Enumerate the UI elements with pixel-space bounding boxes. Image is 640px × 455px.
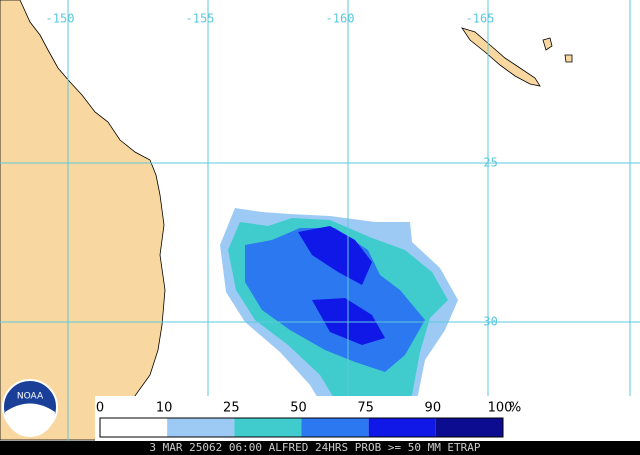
logo-wave: [5, 403, 55, 437]
prob-75: [298, 226, 372, 285]
lon-label: -155: [186, 12, 215, 26]
lat-label: -30: [476, 315, 498, 329]
colorbar-unit: %: [509, 401, 521, 416]
colorbar-tick-label: 10: [156, 401, 173, 416]
lon-label: -165: [466, 12, 495, 26]
colorbar-outline: [99, 417, 504, 438]
colorbar-tick-label: 50: [290, 401, 307, 416]
colorbar-tick-label: 100: [488, 401, 513, 416]
colorbar-tick-label: 90: [425, 401, 442, 416]
footer-bar: [0, 441, 640, 455]
island: [564, 54, 573, 63]
lat-label: -25: [476, 156, 498, 170]
colorbar-tick-label: 0: [96, 401, 104, 416]
lon-label: -150: [46, 12, 75, 26]
graticule: -150 -155 -160 -165 -25 -30: [0, 0, 640, 441]
colorbar-segment: [167, 418, 235, 437]
precip-field: [220, 208, 458, 418]
lon-label: -160: [326, 12, 355, 26]
colorbar: 0 10 25 50 75 90 100%: [96, 401, 521, 438]
colorbar-tick-label: 25: [223, 401, 240, 416]
colorbar-segment: [234, 418, 302, 437]
colorbar-segment: [368, 418, 436, 437]
colorbar-segment: [100, 418, 168, 437]
island: [542, 37, 553, 51]
logo-text: NOAA: [17, 392, 44, 402]
australia-land: [0, 0, 166, 441]
noaa-logo: NOAA: [2, 379, 58, 437]
colorbar-segment: [435, 418, 503, 437]
colorbar-segment: [301, 418, 369, 437]
new-caledonia: [461, 27, 541, 87]
footer-text: 3 MAR 25062 06:00 ALFRED 24HRS PROB >= 5…: [149, 441, 481, 454]
colorbar-tick-label: 75: [357, 401, 374, 416]
